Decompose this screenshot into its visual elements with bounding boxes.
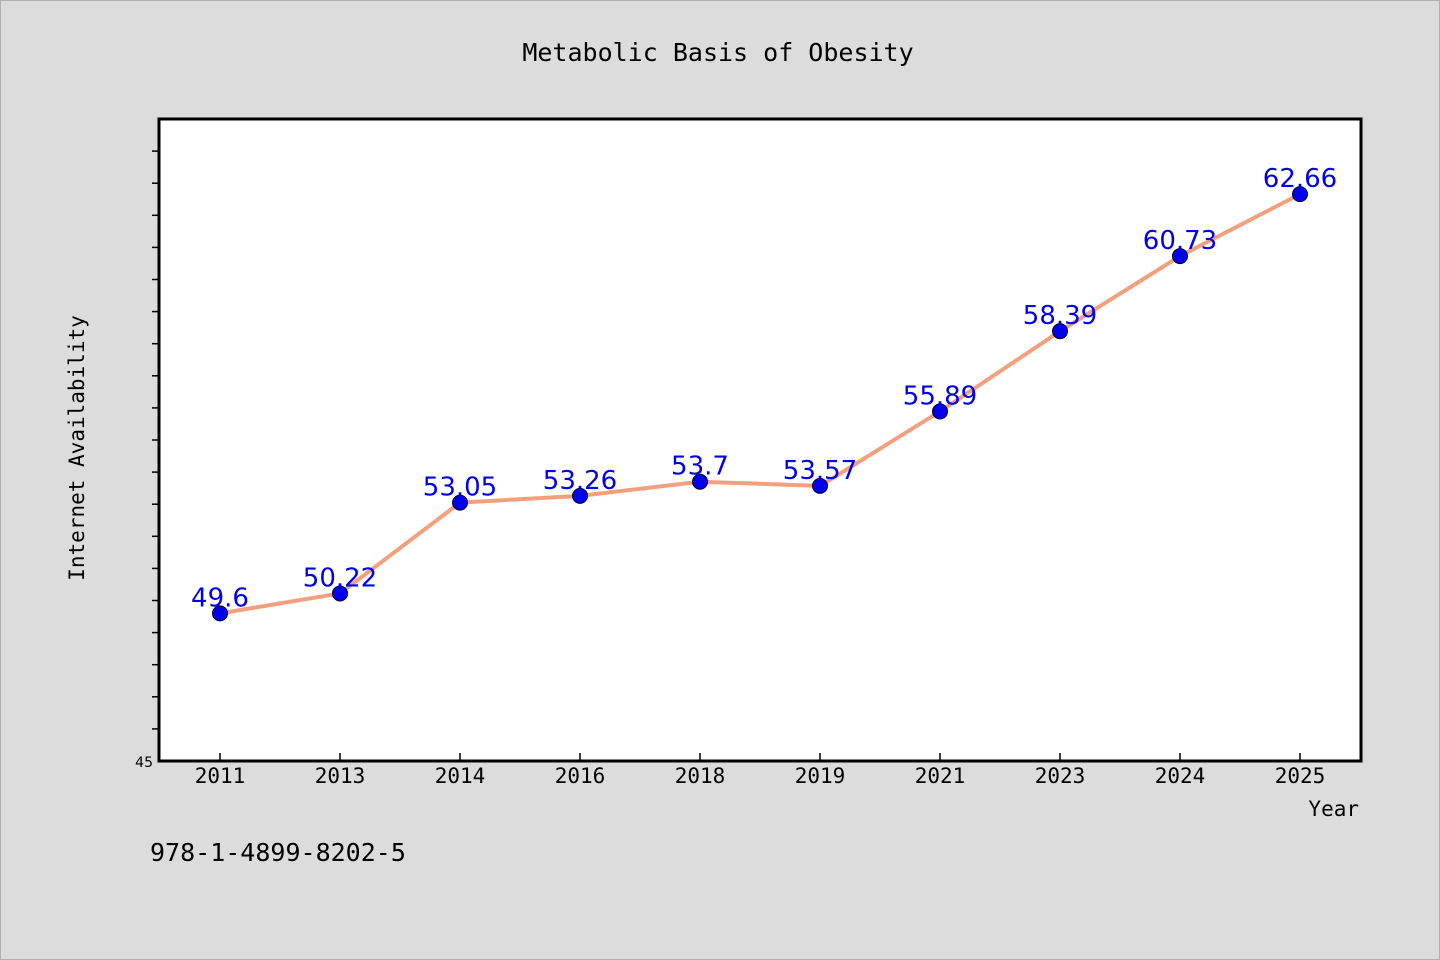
x-tick-label: 2023 (1035, 764, 1086, 788)
chart-title: Metabolic Basis of Obesity (522, 38, 913, 67)
y-axis: 45 (135, 150, 159, 771)
x-tick-label: 2021 (915, 764, 966, 788)
x-tick-label: 2024 (1155, 764, 1206, 788)
x-axis-title: Year (1308, 797, 1359, 821)
data-label: 58.39 (1023, 301, 1097, 331)
x-tick-label: 2025 (1275, 764, 1326, 788)
data-point (452, 494, 468, 511)
data-label: 53.57 (783, 456, 857, 486)
data-point (212, 605, 228, 622)
series-line (218, 192, 1302, 616)
x-axis: 2011 2013 2014 2016 2018 2019 2021 2023 2024 2025 (195, 753, 1326, 788)
x-tick-label: 2014 (435, 764, 486, 788)
data-point (932, 403, 948, 420)
data-point (812, 477, 828, 494)
plot-area (157, 117, 1363, 763)
data-labels: 49.6 50.22 53.05 53.26 53.7 53.57 55.89 58.39 60… (191, 164, 1337, 613)
y-tick-label: 45 (135, 755, 153, 771)
isbn-text: 978-1-4899-8202-5 (150, 838, 406, 867)
data-label: 62.66 (1263, 164, 1337, 194)
data-label: 53.26 (543, 466, 617, 496)
data-label: 49.6 (191, 583, 249, 613)
data-label: 55.89 (903, 381, 977, 411)
data-label: 60.73 (1143, 226, 1217, 256)
data-point (572, 487, 588, 504)
x-tick-label: 2011 (195, 764, 246, 788)
data-point (692, 473, 708, 490)
data-point (1172, 248, 1188, 265)
data-label: 53.05 (423, 473, 497, 503)
series-markers (212, 186, 1308, 622)
data-point (332, 585, 348, 602)
data-label: 50.22 (303, 563, 377, 593)
x-tick-label: 2019 (795, 764, 846, 788)
y-axis-title: Internet Availability (65, 315, 89, 581)
x-tick-label: 2013 (315, 764, 366, 788)
data-label: 53.7 (671, 452, 729, 482)
data-point (1292, 186, 1308, 203)
data-point (1052, 323, 1068, 340)
x-tick-label: 2018 (675, 764, 726, 788)
x-tick-label: 2016 (555, 764, 606, 788)
